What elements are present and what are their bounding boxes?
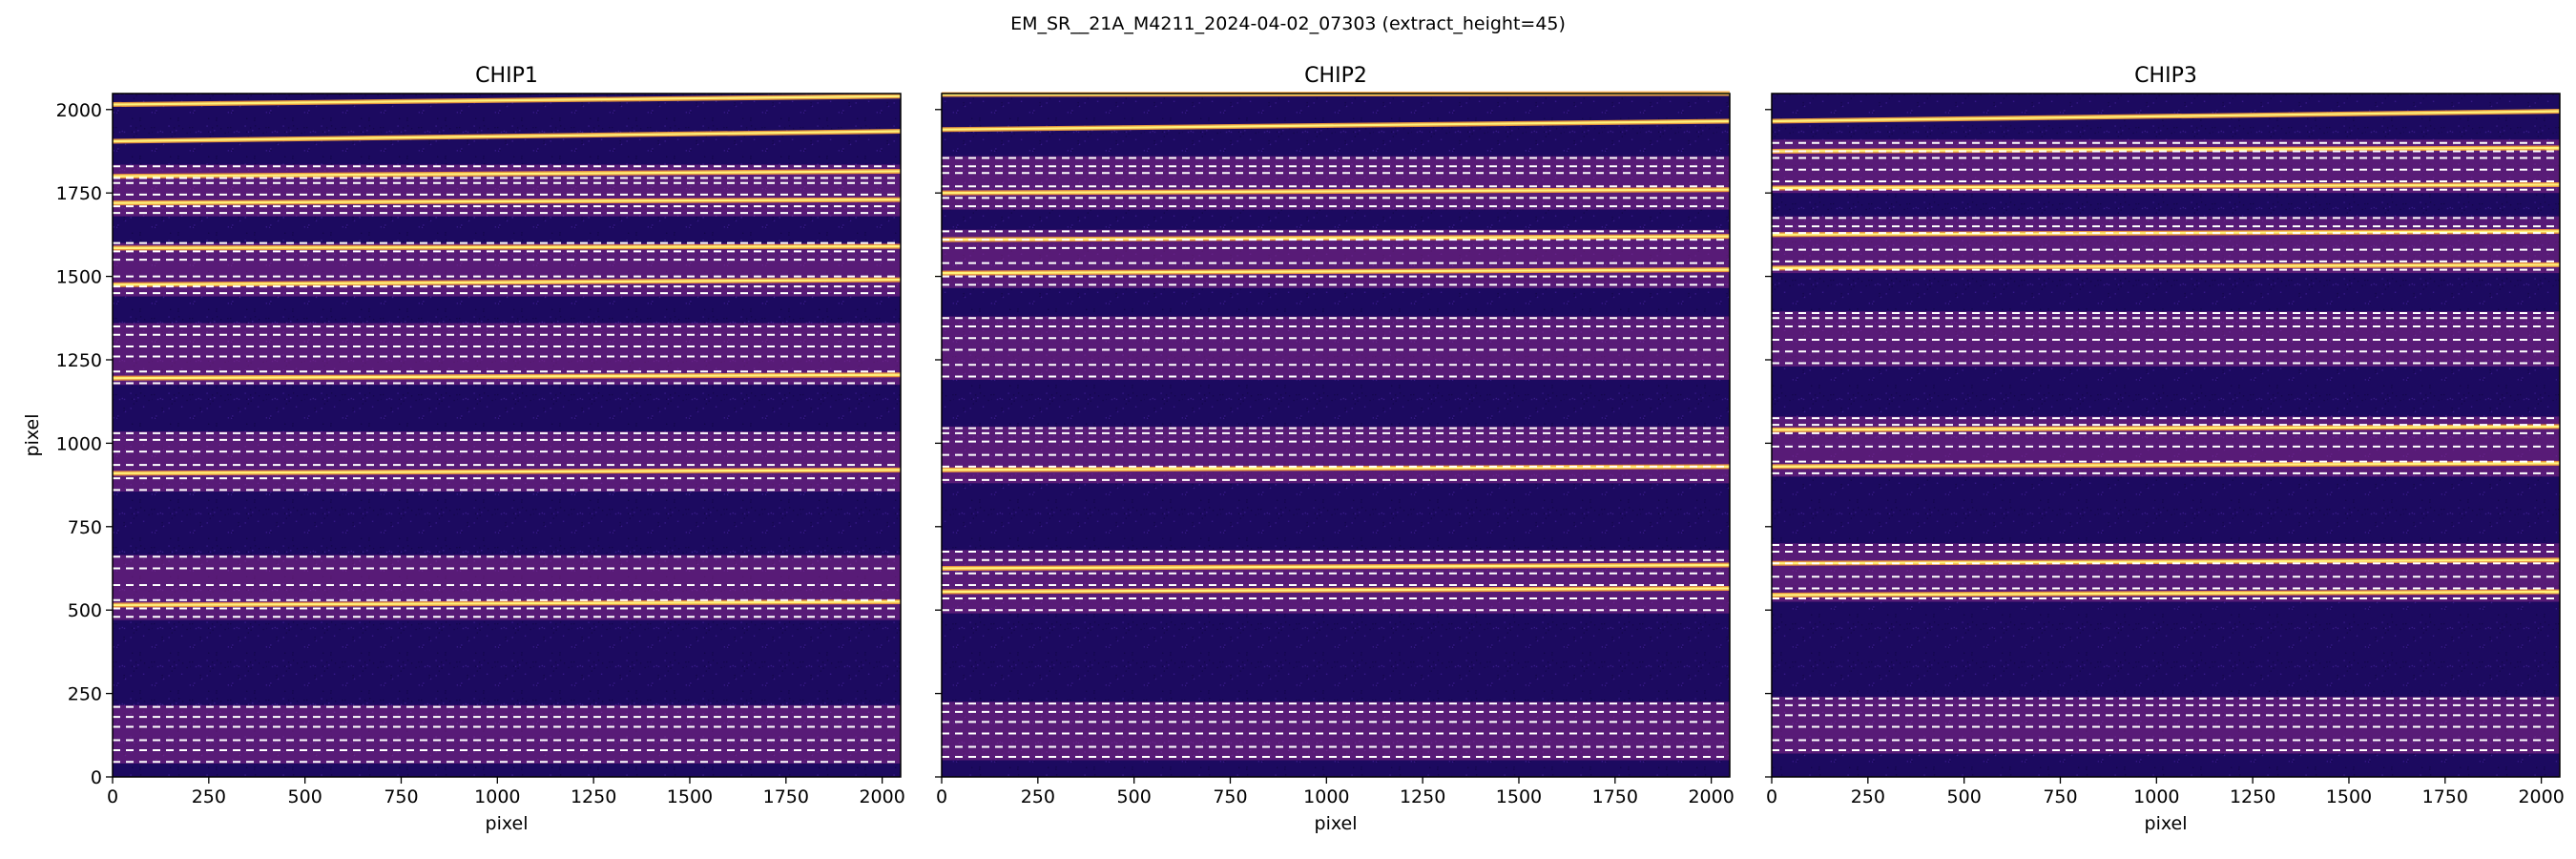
chip1-trace-1 [112,130,902,143]
chip2-trace-1 [941,119,1731,131]
chip1-trace-5 [112,278,902,286]
chip3-panel: 0 250 500 750 1000 1250 1500 1750 2000 CHIP3 pixel [1765,64,2565,834]
chip1-illuminated-band-2 [113,431,901,492]
chip1-xtick-label-7: 1750 [763,786,809,807]
chip1-xlabel: pixel [486,813,529,834]
chip3-trace-1 [1771,146,2561,153]
chip3-trace-2 [1771,183,2561,190]
chip2-xtick-label-8: 2000 [1688,786,1734,807]
chip1-illuminated-band-0 [113,704,901,765]
chip2-axes-frame [941,93,1731,778]
chip1-trace-0 [112,94,902,106]
chip2-xtick-label-0: 0 [936,786,947,807]
chip2-xtick-label-2: 500 [1117,786,1152,807]
chip1-xtick-label-0: 0 [107,786,118,807]
chip1-xtick-label-6: 1500 [667,786,713,807]
chip1-trace-6 [112,373,902,380]
chip3-xtick-label-5: 1250 [2230,786,2275,807]
chip3-xlabel: pixel [2145,813,2188,834]
chip1-ytick-label-3: 750 [68,517,102,538]
chip1-ytick-label-6: 1500 [56,267,102,288]
chip3-xtick-label-4: 1000 [2133,786,2179,807]
chip3-xtick-label-1: 250 [1851,786,1885,807]
chip1-trace-7 [112,469,902,474]
chip3-trace-6 [1771,462,2561,468]
chip1-title: CHIP1 [475,64,538,88]
chip2-xtick-label-6: 1500 [1496,786,1542,807]
chip2-xtick-label-7: 1750 [1592,786,1638,807]
chip3-xtick-label-3: 750 [2043,786,2077,807]
chip1-ylabel: pixel [22,414,43,457]
chip2-panel: 0 250 500 750 1000 1250 1500 1750 2000 CHIP2 pixel [935,64,1735,834]
chip2-xtick-label-1: 250 [1021,786,1055,807]
chip2-xtick-label-3: 750 [1213,786,1247,807]
chip3-xtick-label-8: 2000 [2518,786,2564,807]
chip3-trace-5 [1771,425,2561,431]
chip3-axes-frame [1771,93,2561,778]
chip1-ytick-label-5: 1250 [56,350,102,371]
chip1-trace-3 [112,199,902,204]
chip1-illuminated-band-1 [113,555,901,620]
chip1-trace-4 [112,245,902,249]
chip2-trace-2 [941,188,1731,195]
chip2-trace-3 [941,235,1731,241]
chip1-xtick-label-5: 1250 [571,786,616,807]
chip1-xtick-label-3: 750 [384,786,418,807]
chip3-trace-8 [1771,590,2561,597]
chip1-ytick-label-0: 0 [91,767,102,788]
chip1-xtick-label-8: 2000 [859,786,904,807]
chip3-trace-0 [1771,110,2561,123]
chip3-xtick-label-7: 1750 [2422,786,2468,807]
chip2-xtick-label-5: 1250 [1400,786,1445,807]
chip1-trace-2 [112,170,902,178]
chip3-trace-4 [1771,263,2561,269]
chip3-title: CHIP3 [2134,64,2197,88]
chip1-ytick-label-4: 1000 [56,433,102,454]
chip1-axes-frame [112,93,902,778]
chip2-xtick-label-4: 1000 [1303,786,1349,807]
chip1-ytick-label-1: 250 [68,684,102,705]
chip1-panel: 0 250 500 750 1000 1250 1500 1750 2000 0 250 500 750… [22,64,905,834]
chip1-ytick-label-8: 2000 [56,100,102,121]
chip3-xtick-label-0: 0 [1766,786,1777,807]
chip2-illuminated-band-5 [942,156,1730,210]
chip1-xtick-label-4: 1000 [474,786,520,807]
chip1-ytick-label-7: 1750 [56,183,102,204]
chip3-xtick-label-6: 1500 [2326,786,2372,807]
chip2-title: CHIP2 [1304,64,1367,88]
figure-suptitle: EM_SR__21A_M4211_2024-04-02_07303 (extra… [1010,13,1566,34]
chip2-trace-4 [941,268,1731,275]
chip1-trace-8 [112,600,902,607]
chip3-trace-7 [1771,558,2561,565]
chip2-trace-6 [941,563,1731,570]
chip1-xtick-label-2: 500 [288,786,322,807]
chip2-illuminated-band-0 [942,702,1730,761]
chip1-xtick-label-1: 250 [192,786,226,807]
chip3-illuminated-band-0 [1772,697,2560,754]
chip2-xlabel: pixel [1315,813,1358,834]
chip3-xtick-label-2: 500 [1947,786,1982,807]
chip2-trace-7 [941,587,1731,594]
chip1-ytick-label-2: 500 [68,600,102,621]
